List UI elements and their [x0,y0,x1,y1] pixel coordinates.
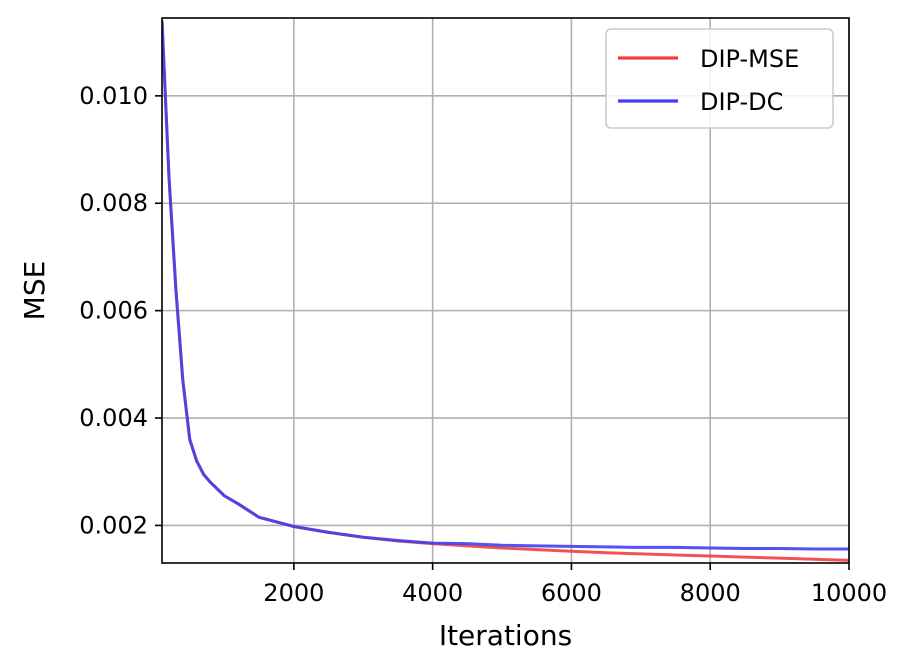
x-tick-label: 8000 [680,579,741,607]
y-tick-label: 0.006 [79,297,148,325]
y-axis-ticks: 0.002 0.004 0.006 0.008 0.010 [79,82,162,539]
series-line-dip-dc [162,20,849,551]
legend: DIP-MSE DIP-DC [605,28,834,129]
y-tick-label: 0.004 [79,404,148,432]
x-tick-label: 2000 [263,579,324,607]
x-axis-ticks: 2000 4000 6000 8000 10000 [263,563,887,607]
x-tick-label: 10000 [811,579,887,607]
legend-label: DIP-MSE [700,45,799,73]
x-axis-label: Iterations [439,619,572,652]
x-tick-label: 4000 [402,579,463,607]
x-tick-label: 6000 [541,579,602,607]
plot-frame [161,17,850,564]
legend-box [605,28,834,129]
y-tick-label: 0.010 [79,82,148,110]
series-layer [162,20,849,562]
y-tick-label: 0.008 [79,189,148,217]
legend-label: DIP-DC [700,88,783,116]
y-tick-label: 0.002 [79,511,148,539]
y-axis-label: MSE [18,261,51,321]
